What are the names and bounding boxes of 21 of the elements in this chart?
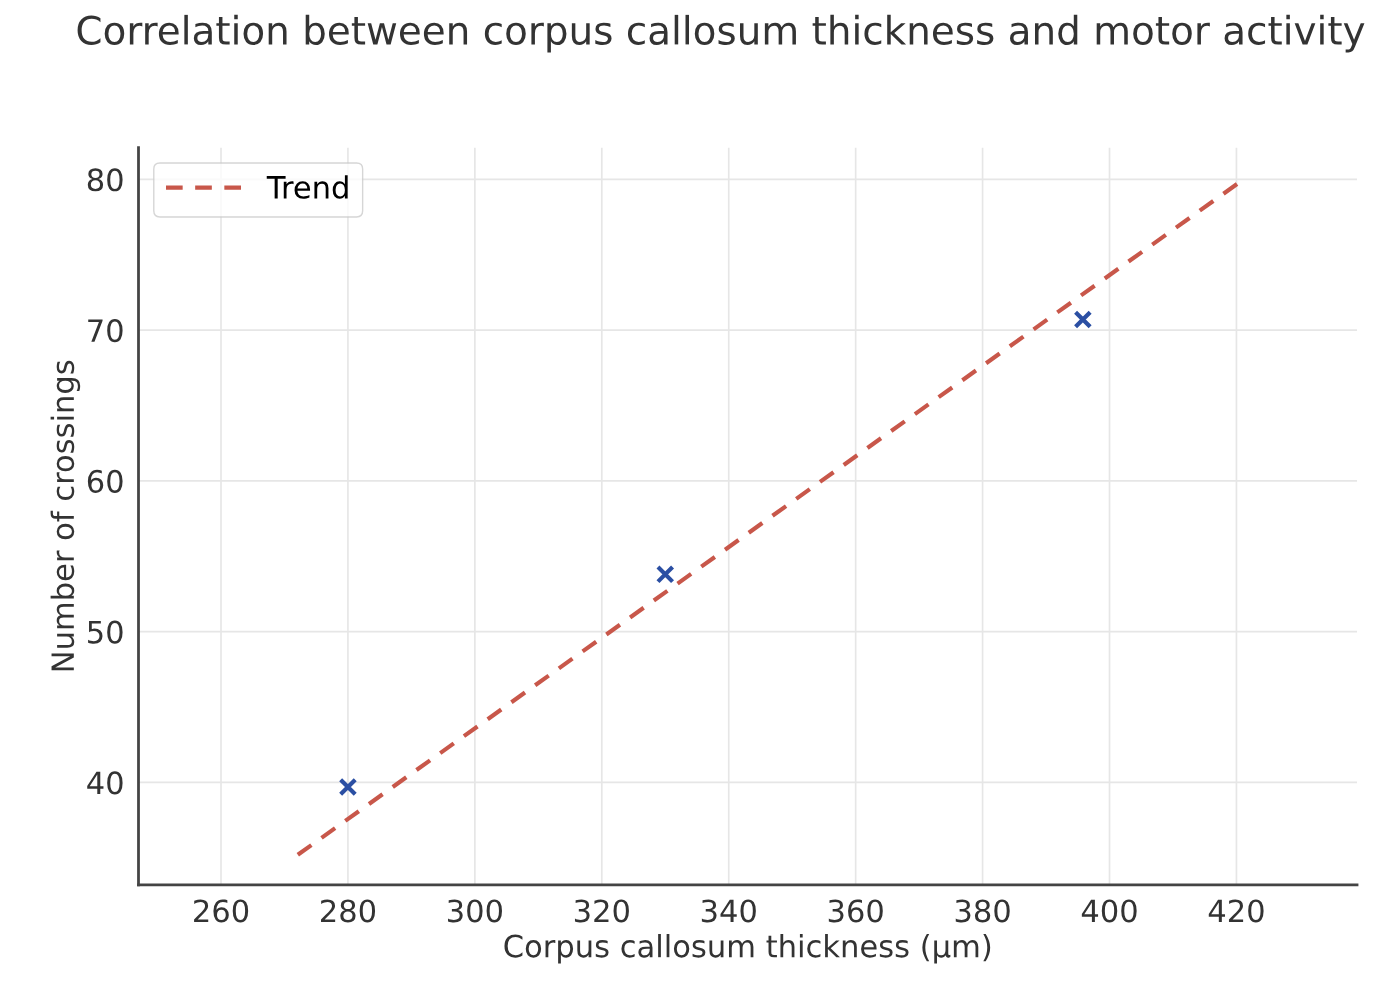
x-tick-label: 260 bbox=[194, 899, 249, 923]
x-tick-label: 280 bbox=[321, 899, 376, 923]
x-tick-label: 380 bbox=[955, 899, 1010, 923]
point bbox=[1073, 310, 1093, 329]
x-tick-label: 360 bbox=[828, 899, 883, 923]
point bbox=[338, 777, 358, 797]
point bbox=[655, 564, 675, 584]
y-tick-label: 70 bbox=[88, 319, 123, 343]
x-tick-label: 400 bbox=[1081, 899, 1137, 923]
x-axis-title: Corpus callosum thickness (μm) bbox=[504, 933, 991, 964]
x-tick-label: 320 bbox=[574, 899, 629, 923]
legend-label: Trend bbox=[266, 175, 348, 199]
y-tick-label: 40 bbox=[87, 771, 123, 795]
x-tick-label: 420 bbox=[1208, 899, 1264, 923]
x-tick-label: 300 bbox=[448, 899, 502, 923]
y-tick-label: 80 bbox=[87, 168, 123, 192]
chart-title: Correlation between corpus callosum thickness and motor activity bbox=[77, 14, 1365, 53]
y-axis-title: Number of crossings bbox=[50, 360, 81, 671]
y-tick-label: 50 bbox=[88, 620, 123, 644]
y-tick-label: 60 bbox=[87, 469, 123, 493]
x-tick-label: 340 bbox=[701, 899, 756, 923]
